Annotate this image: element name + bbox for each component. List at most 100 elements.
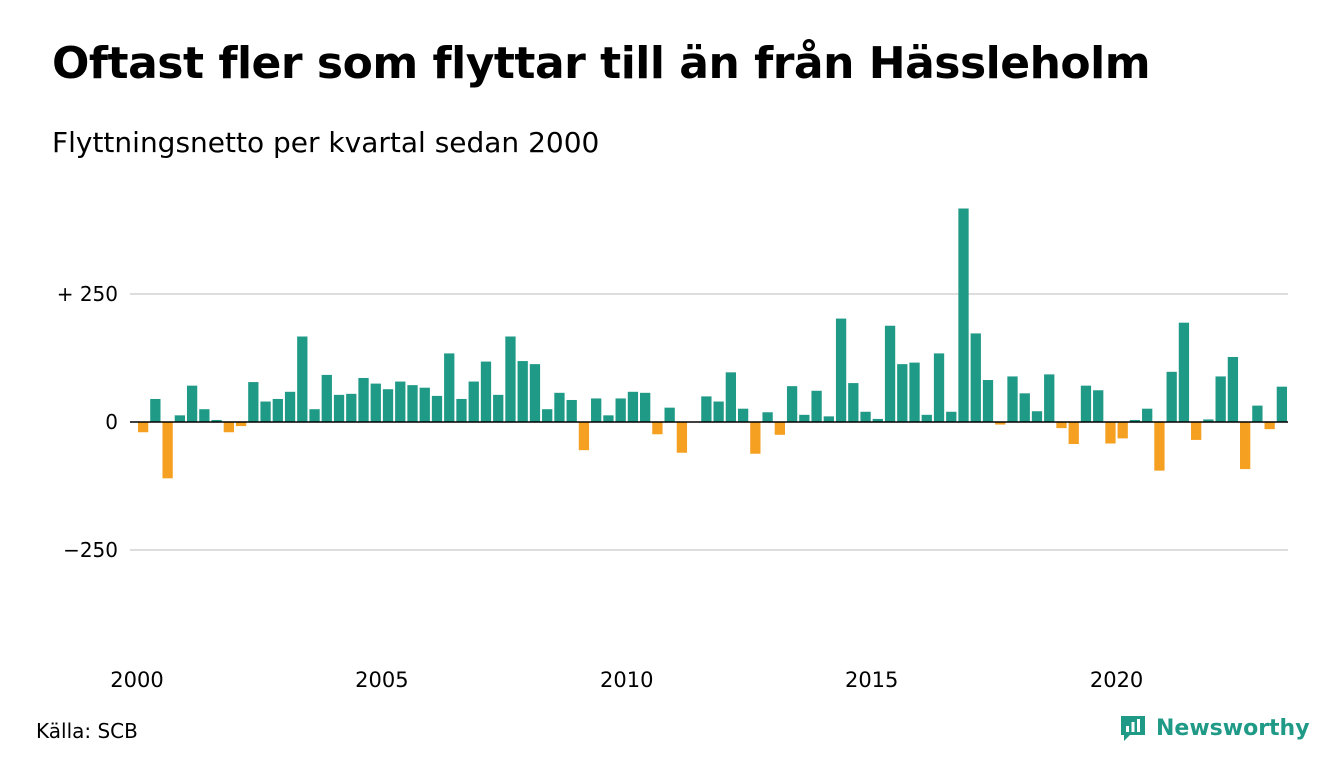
bar — [1142, 408, 1153, 422]
bar — [737, 408, 749, 422]
bar — [1007, 376, 1018, 422]
bar — [186, 385, 198, 422]
bar — [909, 362, 920, 422]
bar — [395, 381, 406, 422]
bar — [1191, 422, 1202, 440]
bar — [248, 382, 259, 422]
bar — [578, 422, 590, 451]
bar — [162, 422, 173, 479]
bar — [958, 208, 969, 422]
bar — [652, 422, 663, 435]
bar — [835, 318, 847, 422]
bar — [1215, 376, 1226, 422]
bar — [444, 353, 455, 422]
bar — [1093, 390, 1104, 422]
bar — [333, 394, 345, 422]
bar — [860, 411, 871, 422]
bar — [982, 380, 994, 422]
bar — [235, 422, 247, 427]
bar — [174, 415, 185, 422]
bar — [346, 393, 357, 422]
bar — [358, 377, 369, 422]
bar — [431, 395, 443, 422]
bar — [150, 398, 161, 422]
bar — [566, 399, 577, 422]
bar — [382, 389, 394, 422]
x-tick-label: 2015 — [845, 668, 898, 692]
bar — [1031, 411, 1043, 422]
bar — [591, 398, 602, 422]
bar — [774, 422, 785, 435]
bar — [1166, 371, 1177, 422]
bar — [1178, 322, 1190, 422]
bar — [701, 396, 712, 422]
gridlines: + 250 0 −250 — [57, 282, 1288, 562]
bar — [211, 419, 222, 422]
bar — [676, 422, 688, 453]
chart-title: Oftast fler som flyttar till än från Häs… — [52, 38, 1151, 89]
bar — [468, 381, 479, 422]
bar — [419, 387, 430, 422]
bar — [664, 407, 675, 422]
bar — [260, 401, 271, 422]
bar — [1117, 422, 1128, 439]
bar — [897, 364, 908, 422]
bar — [762, 412, 773, 422]
bar — [1252, 405, 1263, 422]
bar — [223, 422, 234, 433]
bar — [309, 409, 320, 422]
newsworthy-chart-logo-icon — [1121, 716, 1145, 741]
chart-subtitle: Flyttningsnetto per kvartal sedan 2000 — [52, 126, 600, 159]
bar — [284, 391, 296, 422]
brand-logo[interactable]: Newsworthy — [1118, 713, 1310, 743]
bar — [370, 383, 381, 422]
bar — [1068, 422, 1079, 445]
bar — [872, 418, 883, 422]
bar — [407, 385, 418, 422]
bar — [1044, 374, 1055, 422]
bar — [1080, 385, 1092, 422]
bar — [321, 374, 332, 422]
bar — [603, 415, 614, 422]
bar — [1019, 393, 1030, 422]
bar — [946, 411, 957, 422]
bar — [615, 398, 626, 422]
x-tick-label: 2000 — [110, 668, 163, 692]
y-tick-label: + 250 — [57, 282, 118, 306]
x-tick-label: 2020 — [1090, 668, 1143, 692]
bar — [786, 386, 798, 422]
bar — [554, 392, 565, 422]
bar — [970, 333, 981, 422]
bar — [884, 325, 896, 422]
bar — [750, 422, 761, 454]
bar — [272, 398, 283, 422]
bar — [456, 398, 467, 422]
bar — [1129, 419, 1141, 422]
bar — [493, 394, 504, 422]
bar — [1105, 422, 1116, 444]
bar — [627, 391, 639, 422]
bar — [823, 416, 834, 422]
bar — [640, 392, 651, 422]
bar — [1264, 422, 1275, 430]
bar — [517, 361, 528, 422]
x-tick-label: 2010 — [600, 668, 653, 692]
bar — [137, 422, 149, 433]
bar — [480, 361, 492, 422]
bar — [713, 401, 724, 422]
y-tick-label: 0 — [105, 410, 118, 434]
x-tick-label: 2005 — [355, 668, 408, 692]
bar — [811, 390, 822, 422]
source-note: Källa: SCB — [36, 719, 138, 743]
bar — [921, 414, 932, 422]
bar — [1240, 422, 1251, 470]
bar — [848, 383, 859, 422]
x-axis-ticks: 2000 2005 2010 2015 2020 — [110, 668, 1143, 692]
bar — [725, 372, 737, 422]
bar — [505, 336, 516, 422]
bar — [542, 409, 553, 422]
bars — [137, 208, 1288, 479]
y-tick-label: −250 — [63, 538, 118, 562]
bar — [995, 422, 1006, 425]
